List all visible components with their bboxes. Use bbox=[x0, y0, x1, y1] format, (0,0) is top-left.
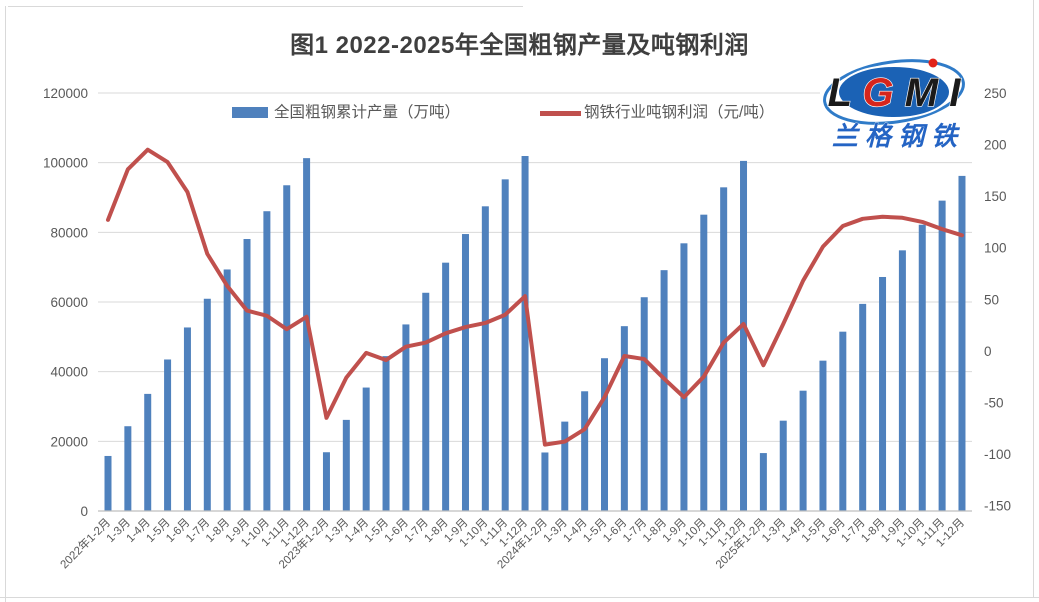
bar bbox=[898, 250, 906, 511]
bar bbox=[958, 175, 966, 511]
profit-line bbox=[106, 147, 964, 447]
bar bbox=[799, 390, 807, 511]
bar bbox=[819, 360, 827, 511]
logo-letter-i: I bbox=[949, 71, 961, 115]
y2-axis-label: 150 bbox=[984, 189, 1007, 204]
logo-letter-l: L bbox=[828, 71, 852, 115]
legend-bar-swatch bbox=[232, 107, 268, 118]
bar bbox=[640, 297, 648, 511]
bar bbox=[183, 327, 191, 511]
legend-bar-label: 全国粗钢累计产量（万吨） bbox=[274, 104, 461, 121]
bar bbox=[124, 426, 132, 511]
legend-line-swatch bbox=[540, 111, 581, 116]
bar bbox=[144, 393, 152, 511]
y-axis-label: 0 bbox=[80, 504, 88, 519]
bar bbox=[839, 331, 847, 511]
bar bbox=[442, 262, 450, 511]
logo-letter-m: M bbox=[905, 71, 940, 115]
y-axis-label: 100000 bbox=[43, 156, 88, 171]
window-border-left bbox=[5, 6, 6, 602]
bar bbox=[402, 324, 410, 511]
bar bbox=[382, 356, 390, 511]
window-border-right bbox=[1033, 0, 1034, 598]
bar bbox=[322, 452, 330, 511]
bar bbox=[104, 455, 112, 511]
logo-subtext: 兰格钢铁 bbox=[832, 121, 964, 150]
chart-title: 图1 2022-2025年全国粗钢产量及吨钢利润 bbox=[290, 32, 749, 59]
window-border-top bbox=[8, 6, 523, 7]
y2-axis-label: -50 bbox=[984, 395, 1004, 410]
legend-line-label: 钢铁行业吨钢利润（元/吨） bbox=[584, 104, 775, 121]
y2-axis-label: 50 bbox=[984, 292, 999, 307]
bar bbox=[938, 200, 946, 511]
bar bbox=[283, 185, 291, 511]
bar bbox=[164, 359, 172, 511]
bar bbox=[859, 303, 867, 511]
bar bbox=[700, 214, 708, 512]
bar bbox=[501, 179, 509, 511]
y2-axis-label: 0 bbox=[984, 344, 992, 359]
logo-ellipse bbox=[837, 65, 951, 119]
bar bbox=[521, 156, 529, 511]
bar bbox=[243, 239, 251, 511]
bar bbox=[581, 391, 589, 511]
y-axis-label: 20000 bbox=[50, 434, 88, 449]
y-axis-label: 80000 bbox=[50, 225, 88, 240]
bar bbox=[342, 419, 350, 511]
bar bbox=[879, 276, 887, 511]
bar bbox=[223, 269, 231, 511]
lgmi-logo: L G M I 兰格钢铁 bbox=[820, 50, 980, 150]
y-axis-label: 40000 bbox=[50, 365, 88, 380]
bar bbox=[303, 158, 311, 511]
logo-i-dot bbox=[928, 58, 938, 68]
y-axis-label: 120000 bbox=[43, 86, 88, 101]
y2-axis-label: -100 bbox=[984, 447, 1011, 462]
bar bbox=[481, 206, 489, 511]
bar bbox=[461, 234, 469, 512]
bar bbox=[203, 298, 211, 511]
bar bbox=[263, 211, 271, 511]
bar bbox=[541, 452, 549, 511]
bar bbox=[779, 420, 787, 511]
logo-swoosh bbox=[823, 59, 965, 125]
y-axis-label: 60000 bbox=[50, 295, 88, 310]
logo-lgmi-text: L G M I bbox=[828, 71, 962, 115]
bar bbox=[362, 387, 370, 511]
bar bbox=[620, 326, 628, 511]
y2-axis-label: -150 bbox=[984, 499, 1011, 514]
bar bbox=[759, 453, 767, 511]
window-border-bottom bbox=[0, 597, 1039, 598]
y2-axis-label: 250 bbox=[984, 86, 1007, 101]
bar bbox=[422, 292, 430, 511]
y2-axis-label: 200 bbox=[984, 138, 1007, 153]
logo-letter-g: G bbox=[863, 71, 894, 115]
bar bbox=[660, 270, 668, 511]
bar bbox=[720, 187, 728, 511]
bar bbox=[601, 358, 608, 511]
x-axis-label: 2022年1-2月 bbox=[57, 515, 113, 571]
y2-axis-label: 100 bbox=[984, 241, 1007, 256]
bar bbox=[680, 243, 688, 511]
bar bbox=[740, 160, 748, 511]
bar bbox=[918, 224, 926, 512]
bar bbox=[561, 421, 569, 511]
